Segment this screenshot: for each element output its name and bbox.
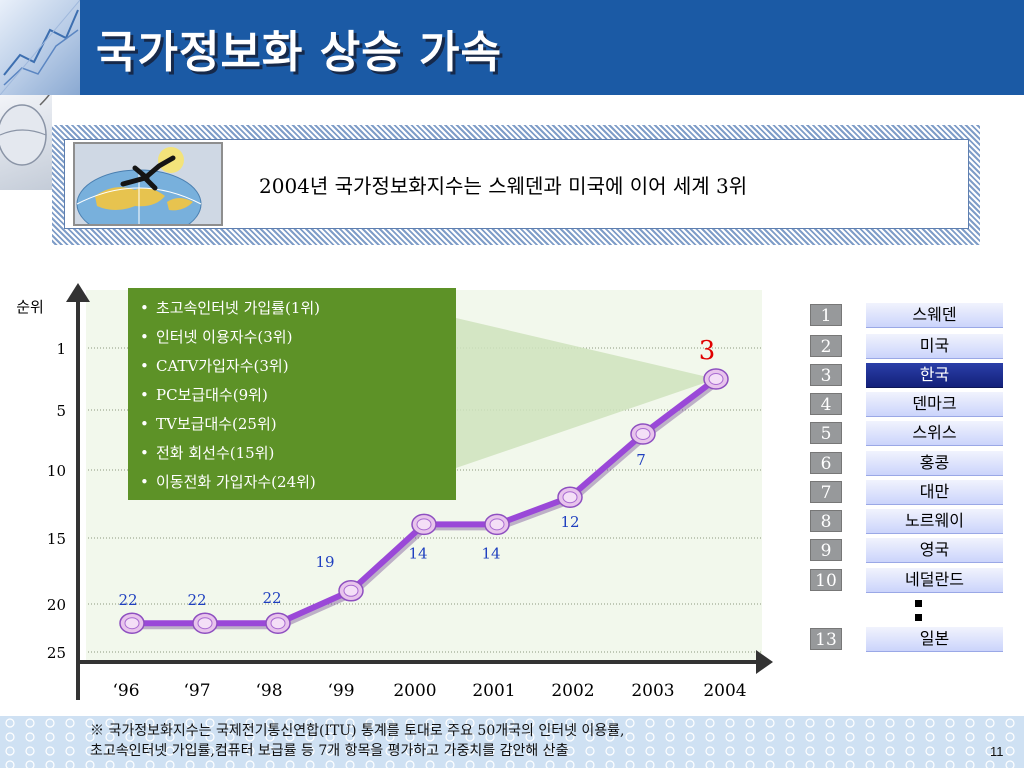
y-axis-label: 순위	[16, 298, 44, 316]
data-point-inner	[635, 428, 651, 440]
headline-banner: 2004년 국가정보화지수는 스웨덴과 미국에 이어 세계 3위	[52, 125, 980, 245]
x-axis-arrow	[756, 650, 773, 674]
callout-triangle	[456, 318, 716, 468]
data-label: 22	[262, 589, 281, 607]
indicator-item: TV보급대수(25위)	[138, 410, 450, 439]
y-tick-label: 20	[47, 596, 66, 614]
x-tick-label: 2002	[551, 681, 594, 701]
indicator-item: CATV가입자수(3위)	[138, 352, 450, 381]
data-point-inner	[708, 373, 724, 385]
data-point-inner	[416, 518, 432, 531]
indicator-item: 이동전화 가입자수(24위)	[138, 468, 450, 497]
rank-number: 8	[810, 510, 842, 532]
data-point-inner	[489, 518, 505, 531]
footer-bar	[0, 716, 1024, 768]
rank-country: 덴마크	[866, 392, 1003, 417]
y-tick-label: 1	[56, 340, 66, 358]
x-tick-label: ‘99	[327, 681, 354, 701]
rank-country: 노르웨이	[866, 509, 1003, 534]
indicator-item: 초고속인터넷 가입률(1위)	[138, 294, 450, 323]
ranking-row: 2 미국	[810, 334, 1010, 359]
y-tick-label: 15	[47, 530, 66, 548]
data-label: 22	[187, 591, 206, 609]
globe-flying-person-icon	[76, 147, 202, 224]
rank-country: 미국	[866, 334, 1003, 359]
ranking-row: 5 스위스	[810, 421, 1010, 446]
indicator-list: 초고속인터넷 가입률(1위) 인터넷 이용자수(3위) CATV가입자수(3위)…	[138, 294, 450, 497]
rank-country: 영국	[866, 538, 1003, 563]
indicator-item: 인터넷 이용자수(3위)	[138, 323, 450, 352]
indicator-box: 초고속인터넷 가입률(1위) 인터넷 이용자수(3위) CATV가입자수(3위)…	[128, 288, 456, 500]
mouse-decoration	[0, 95, 52, 190]
rank-country: 대만	[866, 480, 1003, 505]
ranking-row: 8 노르웨이	[810, 509, 1010, 534]
data-label: 19	[315, 553, 334, 571]
computer-mouse-icon	[0, 95, 50, 166]
rank-number: 9	[810, 539, 842, 561]
x-tick-label: 2004	[703, 681, 746, 701]
data-point-inner	[562, 491, 578, 504]
ellipsis-square-icon	[915, 614, 922, 621]
headline-panel: 2004년 국가정보화지수는 스웨덴과 미국에 이어 세계 3위	[64, 139, 969, 229]
rank-number: 13	[810, 628, 842, 650]
data-label: 12	[560, 513, 579, 531]
rank-number: 5	[810, 422, 842, 444]
globe-illustration	[73, 142, 223, 226]
ranking-row: 10 네덜란드	[810, 568, 1010, 593]
headline-text: 2004년 국가정보화지수는 스웨덴과 미국에 이어 세계 3위	[259, 174, 748, 198]
x-tick-label: ‘98	[255, 681, 282, 701]
ranking-row: 9 영국	[810, 538, 1010, 563]
chart-decoration-icon	[0, 0, 80, 95]
rank-country: 스위스	[866, 421, 1003, 446]
rank-number: 1	[810, 304, 842, 326]
indicator-item: PC보급대수(9위)	[138, 381, 450, 410]
rank-country: 네덜란드	[866, 568, 1003, 593]
y-tick-label: 5	[56, 402, 66, 420]
rank-country: 스웨덴	[866, 303, 1003, 328]
rank-number: 10	[810, 569, 842, 591]
ranking-row: 4 덴마크	[810, 392, 1010, 417]
footnote-line: ※ 국가정보화지수는 국제전기통신연합(ITU) 통계를 토대로 주요 50개국…	[90, 723, 625, 739]
header-decoration	[0, 0, 80, 95]
data-label: 14	[408, 544, 427, 562]
ranking-row: 7 대만	[810, 480, 1010, 505]
data-label: 14	[481, 544, 500, 562]
y-tick-label: 25	[47, 644, 66, 662]
ellipsis-square-icon	[915, 600, 922, 607]
dot-pattern-decoration	[0, 716, 1024, 768]
footnote-line: 초고속인터넷 가입률,컴퓨터 보급률 등 7개 항목을 평가하고 가중치를 감안…	[90, 743, 569, 759]
ranking-row: 6 홍콩	[810, 451, 1010, 476]
data-label: 7	[636, 451, 646, 469]
indicator-item: 전화 회선수(15위)	[138, 439, 450, 468]
footnote: ※ 국가정보화지수는 국제전기통신연합(ITU) 통계를 토대로 주요 50개국…	[90, 721, 625, 761]
rank-number: 4	[810, 393, 842, 415]
data-label: 3	[699, 336, 716, 366]
rank-country: 한국	[866, 363, 1003, 388]
rank-number: 3	[810, 364, 842, 386]
rank-number: 7	[810, 481, 842, 503]
y-tick-label: 10	[47, 462, 66, 480]
x-tick-label: ‘97	[183, 681, 210, 701]
x-tick-label: 2000	[393, 681, 436, 701]
title-bar: 국가정보화 상승 가속	[0, 0, 1024, 95]
data-point-inner	[270, 617, 286, 630]
x-tick-label: ‘96	[112, 681, 139, 701]
y-axis-arrow	[66, 283, 90, 302]
rank-country: 홍콩	[866, 451, 1003, 476]
x-tick-label: 2001	[472, 681, 515, 701]
data-point-inner	[343, 584, 359, 597]
data-point-inner	[124, 617, 140, 630]
rank-number: 6	[810, 452, 842, 474]
ranking-row: 13 일본	[810, 627, 1010, 652]
rank-country: 일본	[866, 627, 1003, 652]
page-title: 국가정보화 상승 가속	[96, 27, 502, 78]
x-tick-label: 2003	[631, 681, 674, 701]
ranking-row-highlighted: 3 한국	[810, 363, 1010, 388]
rank-number: 2	[810, 335, 842, 357]
page-number: 11	[990, 744, 1004, 759]
data-point-inner	[197, 617, 213, 630]
ranking-row: 1 스웨덴	[810, 303, 1010, 328]
data-label: 22	[118, 591, 137, 609]
